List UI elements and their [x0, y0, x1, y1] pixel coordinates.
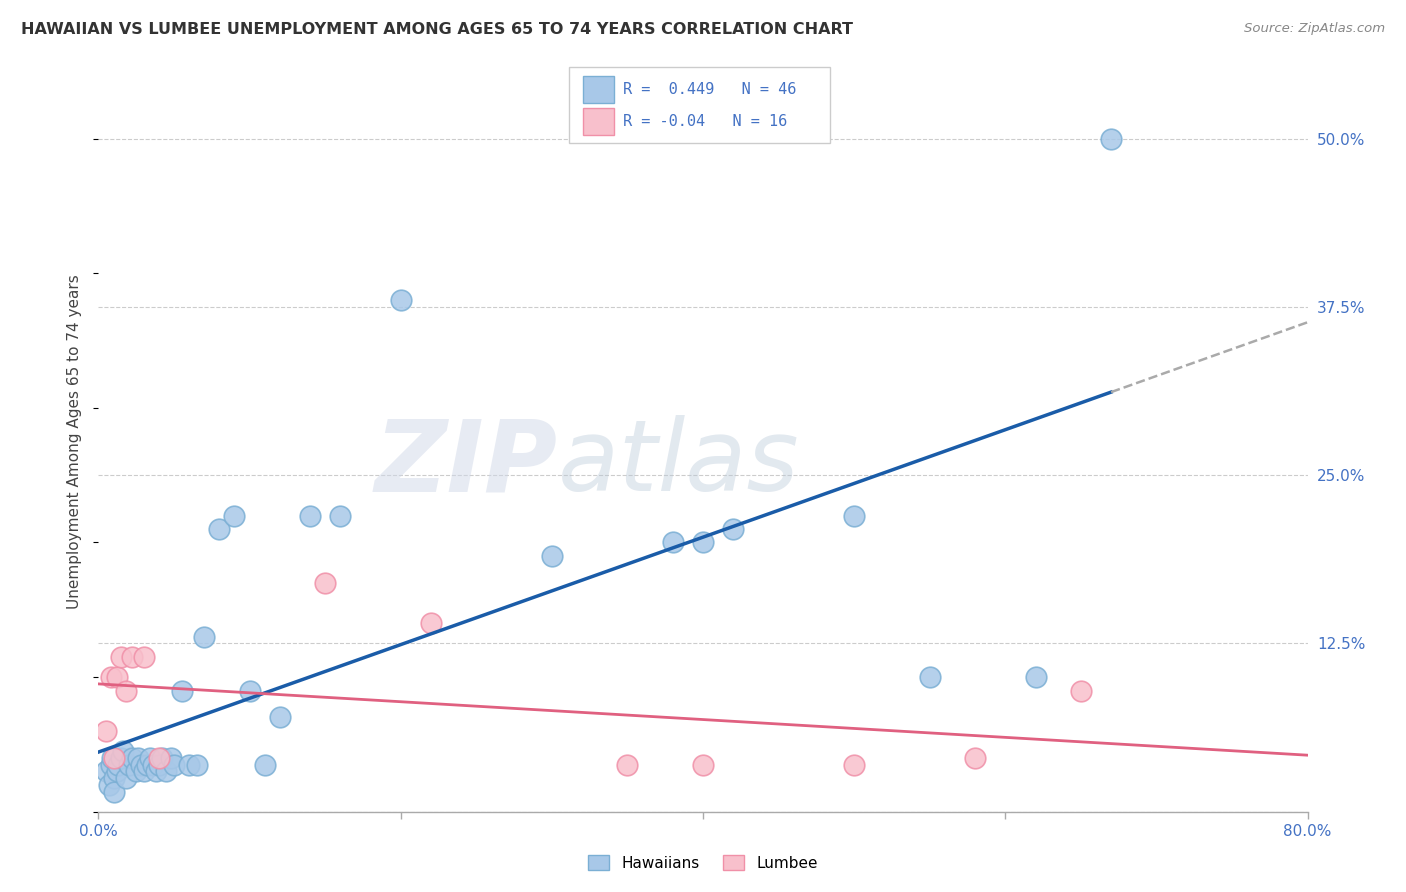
Point — [135, 757, 157, 772]
Point — [101, 751, 124, 765]
Point — [160, 751, 183, 765]
Point — [965, 751, 987, 765]
Point — [121, 649, 143, 664]
Point — [118, 757, 141, 772]
Point — [208, 522, 231, 536]
Text: R = -0.04   N = 16: R = -0.04 N = 16 — [623, 114, 787, 129]
Point — [114, 771, 136, 785]
Text: Source: ZipAtlas.com: Source: ZipAtlas.com — [1244, 22, 1385, 36]
Point — [844, 508, 866, 523]
Point — [155, 764, 177, 779]
Point — [129, 757, 152, 772]
Point — [94, 764, 117, 779]
Point — [661, 535, 683, 549]
Point — [389, 293, 412, 308]
Point — [314, 575, 336, 590]
Point — [103, 784, 125, 798]
Point — [103, 751, 125, 765]
Point — [139, 751, 162, 765]
Point — [692, 757, 714, 772]
Point — [110, 751, 132, 765]
Point — [844, 757, 866, 772]
Point — [253, 757, 276, 772]
Text: HAWAIIAN VS LUMBEE UNEMPLOYMENT AMONG AGES 65 TO 74 YEARS CORRELATION CHART: HAWAIIAN VS LUMBEE UNEMPLOYMENT AMONG AG… — [21, 22, 853, 37]
Point — [193, 630, 215, 644]
Point — [239, 683, 262, 698]
Point — [329, 508, 352, 523]
Point — [142, 757, 165, 772]
Point — [148, 757, 170, 772]
Point — [111, 744, 134, 758]
Text: ZIP: ZIP — [375, 416, 558, 512]
Legend: Hawaiians, Lumbee: Hawaiians, Lumbee — [588, 855, 818, 871]
Point — [94, 723, 117, 738]
Point — [121, 751, 143, 765]
Point — [224, 508, 246, 523]
Point — [98, 778, 121, 792]
Point — [114, 683, 136, 698]
Point — [105, 670, 128, 684]
Point — [148, 751, 170, 765]
Point — [150, 751, 173, 765]
Point — [540, 549, 562, 563]
Y-axis label: Unemployment Among Ages 65 to 74 years: Unemployment Among Ages 65 to 74 years — [67, 274, 83, 609]
Point — [107, 757, 129, 772]
Point — [132, 649, 155, 664]
Point — [1099, 131, 1122, 145]
Point — [103, 771, 125, 785]
Point — [186, 757, 208, 772]
Point — [145, 764, 167, 779]
Point — [692, 535, 714, 549]
Point — [1070, 683, 1092, 698]
Point — [616, 757, 638, 772]
Point — [918, 670, 941, 684]
Point — [127, 751, 149, 765]
Point — [110, 649, 132, 664]
Point — [179, 757, 201, 772]
Point — [100, 670, 122, 684]
Point — [163, 757, 186, 772]
Text: R =  0.449   N = 46: R = 0.449 N = 46 — [623, 82, 796, 97]
Point — [100, 757, 122, 772]
Point — [299, 508, 322, 523]
Point — [1024, 670, 1046, 684]
Point — [269, 710, 291, 724]
Point — [132, 764, 155, 779]
Point — [125, 764, 148, 779]
Text: atlas: atlas — [558, 416, 800, 512]
Point — [420, 616, 443, 631]
Point — [105, 764, 128, 779]
Point — [170, 683, 193, 698]
Point — [723, 522, 745, 536]
